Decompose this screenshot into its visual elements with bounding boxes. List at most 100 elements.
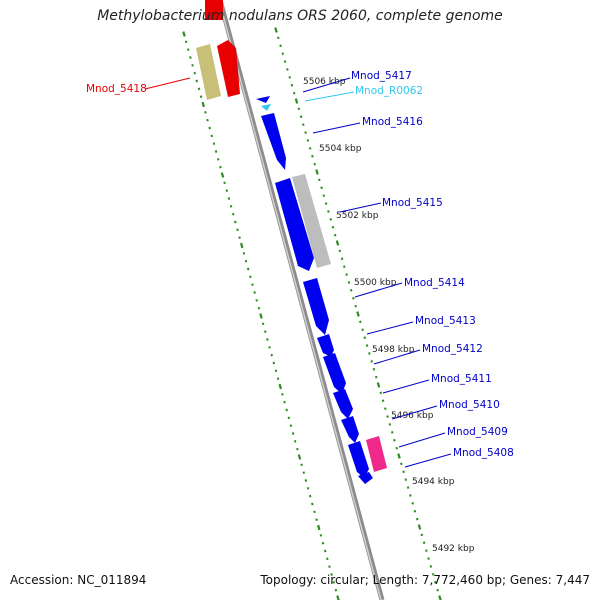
gene-label-mnod-5415[interactable]: Mnod_5415 [382,197,443,209]
scale-tick [251,283,254,286]
gene-mnod-5415[interactable] [275,178,314,271]
scale-tick [281,393,284,396]
leader-line [373,349,421,365]
scale-tick [231,212,235,216]
scale-tick [264,330,267,333]
scale-tick [384,407,387,410]
gene-label-mnod-5408[interactable]: Mnod_5408 [453,447,514,459]
gene-mnod-5416[interactable] [261,113,286,170]
scale-tick [318,178,321,182]
scale-tick [206,118,209,122]
scale-tick [184,40,188,44]
gene-forward-top[interactable] [205,0,223,20]
gene-label-mnod-5410[interactable]: Mnod_5410 [439,399,500,411]
scale-tick [225,189,229,192]
gene-mnod-5417[interactable] [256,96,270,103]
scale-tick [429,565,433,568]
scale-tick [324,202,328,205]
scale-tick [413,509,417,513]
scale-tick [234,220,237,224]
gene-label-mnod-5412[interactable]: Mnod_5412 [422,343,483,355]
scale-tick [381,399,385,403]
scale-tick [187,48,190,51]
scale-tick [327,210,330,213]
scale-tick [370,360,373,363]
gene-mnod-5418[interactable] [217,40,240,97]
scale-tick [193,71,196,75]
gene-label-mnod-5418[interactable]: Mnod_5418 [86,83,147,95]
scale-tick [417,524,422,530]
scale-tick [308,147,312,150]
accession-text: Accession: NC_011894 [10,573,147,587]
scale-tick [288,76,291,79]
scale-tick [300,463,303,467]
scale-tick [272,361,276,365]
scale-tick [427,557,430,560]
gene-label-mnod-5413[interactable]: Mnod_5413 [415,315,476,327]
scale-tick [296,447,299,451]
scale-tick [354,304,357,308]
scale-tick [356,311,360,317]
scale-label: 5498 kbp [372,345,415,355]
gene-label-mnod-5411[interactable]: Mnod_5411 [431,373,492,385]
scale-tick [287,416,291,420]
scale-tick [347,281,351,284]
leader-line [302,77,351,93]
gene-label-mnod-5416[interactable]: Mnod_5416 [362,116,423,128]
scale-tick [323,549,327,553]
scale-tick [201,101,205,108]
scale-tick [294,98,299,104]
leader-line [398,432,446,448]
gene-mnod-5410[interactable] [341,416,359,443]
scale-tick [306,487,310,490]
scale-tick [352,296,355,300]
scale-tick [415,517,419,521]
scale-tick [199,95,203,98]
scale-tick [266,338,269,341]
gene-mnod-5413[interactable] [317,334,334,357]
scale-tick [422,541,426,545]
scale-tick [246,267,250,271]
scale-tick [340,257,344,261]
scale-tick [195,79,199,83]
leader-line [304,91,355,102]
gene-mnod-r0062[interactable] [261,104,271,111]
gene-label-mnod-r0062[interactable]: Mnod_R0062 [355,85,423,97]
leader-line [144,77,191,90]
scale-tick [317,524,321,531]
scale-tick [400,462,403,466]
leader-line [366,321,414,335]
scale-label: 5502 kbp [336,211,379,221]
gene-mnod-5409[interactable] [348,441,369,478]
gene-mnod-5409-feature[interactable] [366,436,387,472]
gene-label-mnod-5409[interactable]: Mnod_5409 [447,426,508,438]
scale-tick [359,320,362,324]
scale-tick [338,249,342,253]
scale-tick [365,344,369,347]
scale-tick [313,510,316,514]
scale-tick [330,573,333,576]
genome-summary-text: Topology: circular; Length: 7,772,460 bp… [260,573,590,587]
scale-tick [220,172,225,178]
scale-tick [274,369,278,373]
gene-mnod-5418-feature[interactable] [196,44,221,100]
scale-tick [343,265,346,268]
scale-tick [402,470,405,474]
scale-tick [331,225,335,229]
scale-tick [242,252,246,255]
gene-label-mnod-5417[interactable]: Mnod_5417 [351,70,412,82]
scale-tick [395,446,398,450]
gene-mnod-5415-feature[interactable] [292,174,331,268]
scale-tick [431,573,435,576]
gene-label-mnod-5414[interactable]: Mnod_5414 [404,277,465,289]
gene-mnod-5412[interactable] [323,353,346,394]
gene-mnod-5414[interactable] [303,278,329,335]
scale-tick [311,154,314,158]
scale-tick [299,115,303,119]
scale-tick [302,471,306,474]
gene-mnod-5411[interactable] [333,389,353,419]
gene-mnod-5408[interactable] [358,472,373,484]
scale-tick [308,494,312,498]
scale-tick [397,453,401,459]
scale-labels: 5506 kbp 5504 kbp 5502 kbp 5500 kbp 5498… [303,77,475,554]
